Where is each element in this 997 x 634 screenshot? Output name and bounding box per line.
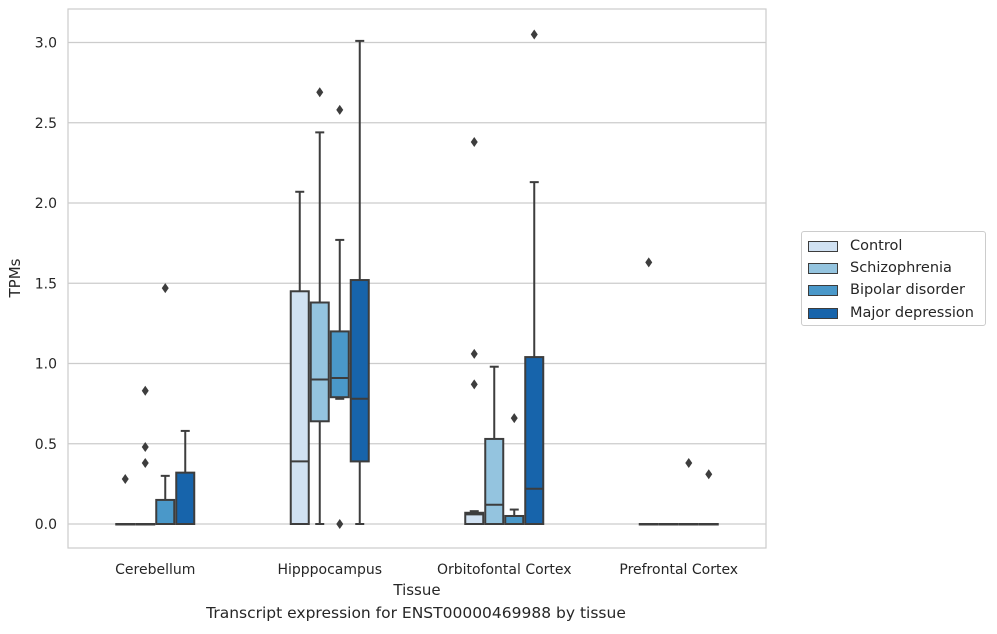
gridlines	[68, 41, 766, 525]
box-0-2	[155, 283, 176, 525]
box-2-0	[464, 137, 485, 526]
box-0-0	[115, 474, 136, 526]
outlier-point	[141, 441, 149, 452]
legend-swatch-control	[808, 240, 838, 252]
outlier-point	[141, 458, 149, 469]
box-body	[484, 437, 505, 525]
box-body	[175, 471, 196, 526]
legend-item-control: Control	[808, 237, 902, 255]
box-1-1	[309, 87, 330, 525]
legend: Control Schizophrenia Bipolar disorder M…	[801, 231, 986, 326]
y-tick-label: 1.0	[35, 357, 57, 373]
plot-frame	[67, 8, 767, 549]
chart-caption: Transcript expression for ENST0000046998…	[206, 604, 626, 622]
y-tick-labels: 0.0 0.5 1.0 1.5 2.0 2.5 3.0	[35, 36, 57, 534]
legend-swatch-schizophrenia	[808, 262, 838, 274]
box-body	[309, 301, 330, 423]
outlier-point	[316, 87, 324, 98]
x-tick-label: Hipppocampus	[277, 562, 382, 578]
y-tick-label: 3.0	[35, 36, 57, 52]
box-3-3	[698, 469, 719, 526]
box-1-2	[329, 104, 350, 529]
outlier-point	[336, 519, 344, 529]
box-body	[289, 290, 310, 525]
outlier-point	[121, 474, 129, 485]
box-0-1	[135, 385, 156, 526]
outlier-point	[685, 458, 693, 469]
box-3-1	[658, 523, 679, 526]
box-body	[464, 511, 485, 526]
box-1-0	[289, 190, 310, 525]
x-tick-labels: Cerebellum Hipppocampus Orbitofontal Corte…	[115, 562, 738, 578]
outlier-point	[161, 283, 169, 294]
x-tick-label: Orbitofontal Cortex	[437, 562, 572, 578]
box-body	[504, 514, 525, 525]
legend-swatch-bipolar-disorder	[808, 284, 838, 296]
box-body	[524, 356, 545, 525]
box-2-3	[524, 29, 545, 525]
x-axis-label: Tissue	[392, 581, 440, 599]
y-tick-label: 2.0	[35, 196, 57, 212]
box-3-0	[638, 257, 659, 526]
legend-label-control: Control	[850, 238, 903, 254]
y-tick-label: 0.0	[35, 517, 57, 533]
legend-item-schizophrenia: Schizophrenia	[808, 259, 952, 277]
outlier-point	[645, 257, 653, 268]
outlier-point	[470, 348, 478, 359]
legend-label-major-depression: Major depression	[850, 305, 974, 321]
box-3-2	[678, 458, 699, 526]
legend-item-bipolar-disorder: Bipolar disorder	[808, 281, 965, 299]
outlier-point	[336, 104, 344, 115]
x-tick-label: Prefrontal Cortex	[619, 562, 738, 578]
y-tick-label: 0.5	[35, 437, 57, 453]
box-body	[329, 330, 350, 399]
boxes	[115, 29, 719, 529]
legend-swatch-major-depression	[808, 307, 838, 319]
box-1-3	[349, 39, 370, 525]
y-axis-label: TPMs	[6, 258, 24, 298]
outlier-point	[530, 29, 538, 40]
box-2-2	[504, 413, 525, 525]
box-body	[349, 279, 370, 463]
box-2-1	[484, 365, 505, 525]
legend-label-schizophrenia: Schizophrenia	[850, 260, 952, 276]
outlier-point	[470, 379, 478, 390]
legend-label-bipolar-disorder: Bipolar disorder	[850, 282, 965, 298]
outlier-point	[510, 413, 518, 424]
legend-item-major-depression: Major depression	[808, 304, 974, 322]
box-body	[155, 498, 176, 525]
x-tick-label: Cerebellum	[115, 562, 195, 578]
outlier-point	[141, 385, 149, 396]
outlier-point	[705, 469, 713, 480]
outlier-point	[470, 137, 478, 148]
box-0-3	[175, 429, 196, 526]
y-tick-label: 2.5	[35, 116, 57, 132]
y-tick-label: 1.5	[35, 276, 57, 292]
